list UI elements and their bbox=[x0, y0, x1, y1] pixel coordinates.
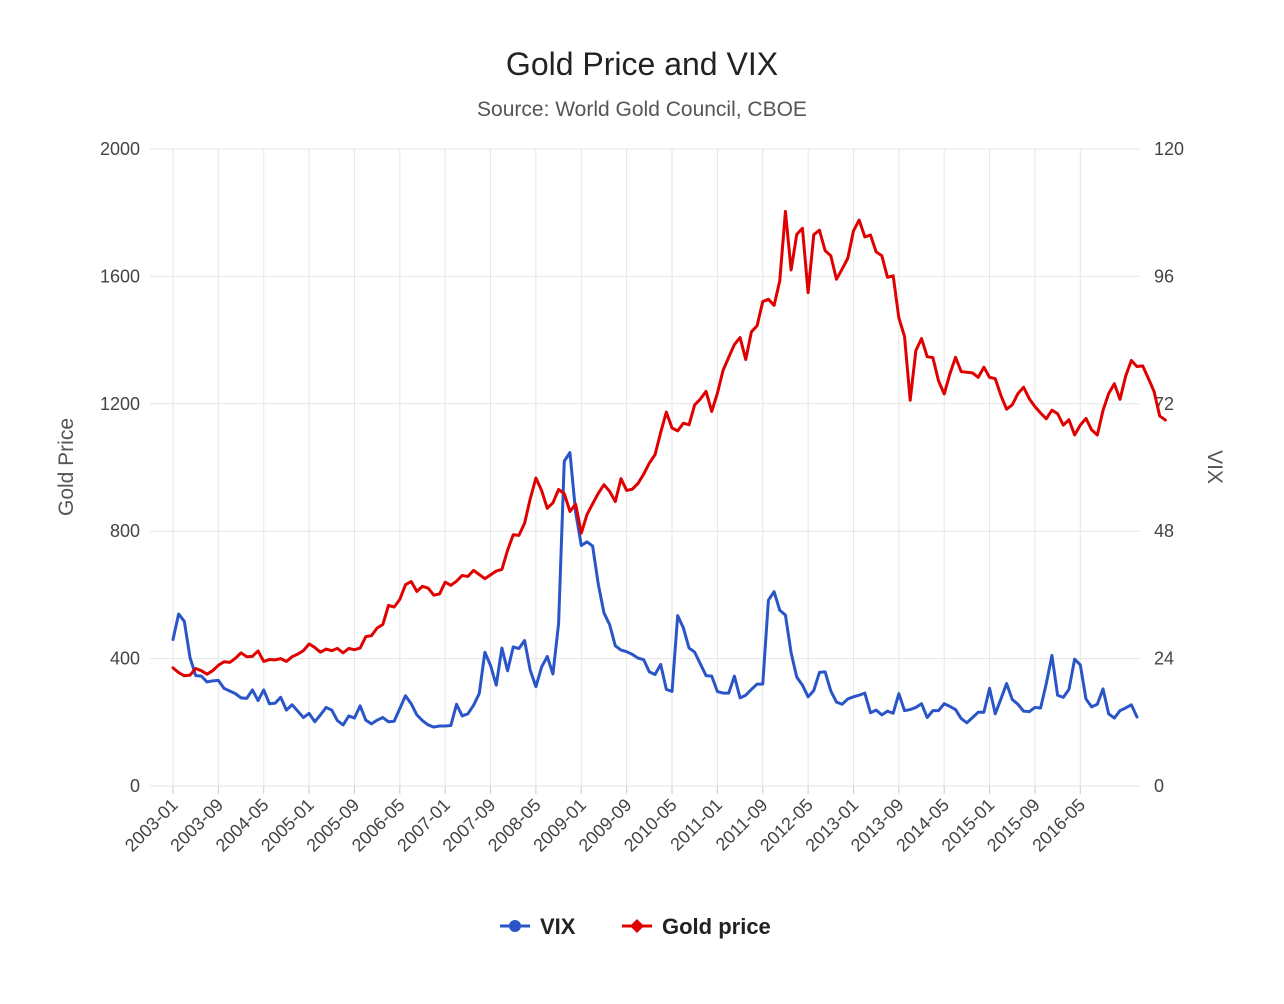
y-tick-label-left: 800 bbox=[110, 521, 140, 541]
y-axis-left: 0 400 800 1200 1600 2000 bbox=[100, 139, 140, 796]
series-line-vix[interactable] bbox=[171, 451, 1139, 729]
y-tick-label-left: 1200 bbox=[100, 394, 140, 414]
y-tick-label-right: 120 bbox=[1154, 139, 1184, 159]
y-tick-label-right: 96 bbox=[1154, 266, 1174, 286]
y-axis-title-left: Gold Price bbox=[55, 418, 78, 516]
y-tick-label-right: 48 bbox=[1154, 521, 1174, 541]
y-tick-label-right: 24 bbox=[1154, 649, 1174, 669]
x-axis: 2003-012003-092004-052005-012005-092006-… bbox=[121, 786, 1089, 856]
y-tick-label-left: 400 bbox=[110, 649, 140, 669]
series-line-gold-price[interactable] bbox=[171, 209, 1167, 678]
y-tick-label-left: 2000 bbox=[100, 139, 140, 159]
y-tick-label-right: 0 bbox=[1154, 776, 1164, 796]
legend-label-gold-price: Gold price bbox=[662, 914, 771, 939]
series-layer bbox=[171, 209, 1167, 729]
legend-label-vix: VIX bbox=[540, 914, 576, 939]
legend-marker-gold-price bbox=[630, 919, 644, 933]
legend-marker-vix bbox=[509, 920, 521, 932]
legend: VIX Gold price bbox=[500, 914, 771, 939]
y-axis-title-right: VIX bbox=[1203, 450, 1226, 484]
y-tick-label-left: 0 bbox=[130, 776, 140, 796]
legend-item-gold-price[interactable]: Gold price bbox=[622, 914, 771, 939]
grid bbox=[150, 148, 1140, 787]
y-tick-label-left: 1600 bbox=[100, 266, 140, 286]
chart-title: Gold Price and VIX bbox=[506, 46, 778, 82]
chart-subtitle: Source: World Gold Council, CBOE bbox=[477, 98, 807, 121]
legend-item-vix[interactable]: VIX bbox=[500, 914, 576, 939]
